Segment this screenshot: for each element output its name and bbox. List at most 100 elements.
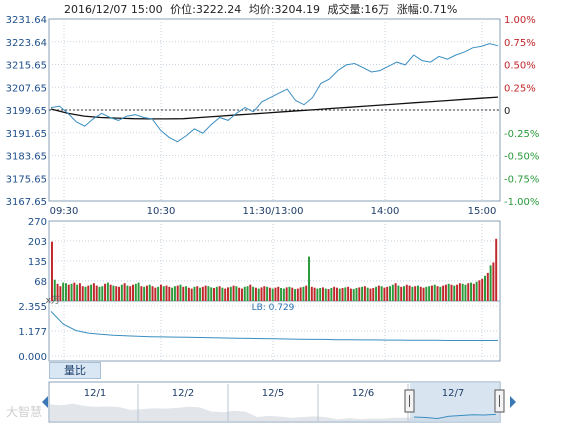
header-price: 价位:3222.24 [170, 3, 242, 16]
volume-bar [383, 287, 386, 301]
percent-tick-label: 0.50% [504, 61, 536, 72]
volume-bar [380, 286, 383, 301]
volume-bar [101, 286, 104, 301]
scroll-left-arrow-icon[interactable] [42, 396, 48, 408]
volume-bar [280, 288, 283, 301]
volume-tick-label: 135 [28, 257, 47, 268]
volume-bar [51, 241, 53, 301]
volume-bar [151, 286, 154, 301]
volume-bar [260, 287, 263, 301]
volume-bar [129, 286, 132, 301]
volume-bar [495, 238, 498, 301]
volume-bar [489, 265, 492, 301]
time-tick-label: 11:30/13:00 [242, 206, 303, 217]
volume-bar [157, 286, 160, 301]
volume-bar [450, 284, 453, 301]
volume-axis: 270 203 135 68 [28, 217, 500, 288]
time-tick-label: 15:00 [468, 206, 497, 217]
price-tick-label: 3207.65 [6, 83, 47, 94]
navigator-date-label: 12/5 [262, 388, 284, 399]
volume-tick-label: 270 [28, 217, 47, 228]
volume-bar [106, 282, 109, 301]
volume-bar [218, 286, 221, 301]
header-change: 涨幅:0.71% [396, 3, 458, 16]
volume-bar [78, 283, 81, 301]
volume-bar [249, 284, 252, 301]
volume-bar [327, 289, 330, 301]
volume-bar [310, 286, 313, 301]
percent-tick-label: -0.50% [504, 152, 539, 163]
volume-bar [472, 283, 475, 301]
volume-bar [92, 283, 95, 301]
volume-bar [335, 287, 338, 301]
percent-tick-label: 0.25% [504, 83, 536, 94]
volume-bar [70, 283, 73, 301]
volume-bar [341, 288, 344, 301]
volume-bar [215, 286, 218, 301]
volume-bar [268, 287, 271, 301]
volume-bar [444, 284, 447, 301]
volume-bar [159, 284, 162, 301]
percent-tick-label: 0 [504, 106, 510, 117]
volume-bar [140, 286, 143, 301]
volume-bar [411, 286, 414, 301]
volume-bar [112, 285, 115, 301]
volume-bar [377, 285, 380, 301]
volume-bar [137, 282, 140, 301]
volume-bar [425, 286, 428, 301]
time-tick-label: 14:00 [371, 206, 400, 217]
volume-bar [154, 287, 157, 301]
volume-bar [171, 287, 174, 301]
volume-bar [120, 284, 123, 301]
volume-bar [349, 288, 352, 301]
volume-bar [271, 288, 274, 301]
volume-bar [386, 286, 389, 301]
tab-volume-ratio[interactable]: 量比 [49, 362, 101, 379]
navigator-date-label: 12/2 [172, 388, 194, 399]
volume-tick-label: 203 [28, 237, 47, 248]
price-tick-label: 3223.64 [6, 38, 47, 49]
volume-bar [168, 286, 171, 301]
volume-bar [182, 286, 185, 301]
volume-bar [403, 286, 405, 301]
navigator-area [50, 403, 499, 421]
price-tick-label: 3231.64 [6, 15, 47, 26]
volume-ratio-line [50, 311, 498, 341]
volume-bar [436, 286, 439, 301]
price-tick-label: 3191.65 [6, 129, 47, 140]
volume-bar [294, 289, 297, 301]
volume-bar [73, 282, 76, 301]
volume-bar [123, 283, 126, 301]
volume-bar [397, 285, 400, 301]
volume-bar [126, 285, 129, 301]
ratio-tick-label: 0.000 [18, 352, 47, 363]
volume-bar [372, 288, 375, 301]
volume-bar [148, 284, 151, 301]
volume-bar [369, 288, 372, 301]
volume-bar [263, 286, 266, 301]
price-tick-label: 3175.65 [6, 174, 47, 185]
scroll-right-arrow-icon[interactable] [510, 396, 516, 408]
volume-bar [405, 284, 408, 301]
percent-tick-label: 1.00% [504, 15, 536, 26]
price-tick-label: 3199.65 [6, 106, 47, 117]
volume-bar [118, 286, 121, 301]
volume-bar [492, 262, 495, 301]
navigator-selection-line [413, 413, 497, 420]
percent-axis-right: 1.00% 0.75% 0.50% 0.25% 0 -0.25% -0.50% -0.75% -… [504, 15, 539, 208]
volume-bar [257, 288, 260, 301]
volume-bar [391, 284, 394, 301]
time-tick-label: 09:30 [50, 206, 79, 217]
volume-tick-label: 68 [34, 277, 47, 288]
volume-bar [274, 287, 277, 301]
volume-bar [291, 287, 294, 301]
volume-bar [324, 288, 327, 301]
volume-bar [394, 283, 397, 301]
volume-bar [478, 280, 481, 301]
volume-bar [375, 286, 378, 301]
volume-bar [238, 287, 241, 301]
volume-bar [224, 288, 227, 301]
volume-bar [165, 285, 168, 301]
volume-bar [162, 286, 165, 301]
volume-bar [176, 285, 179, 301]
